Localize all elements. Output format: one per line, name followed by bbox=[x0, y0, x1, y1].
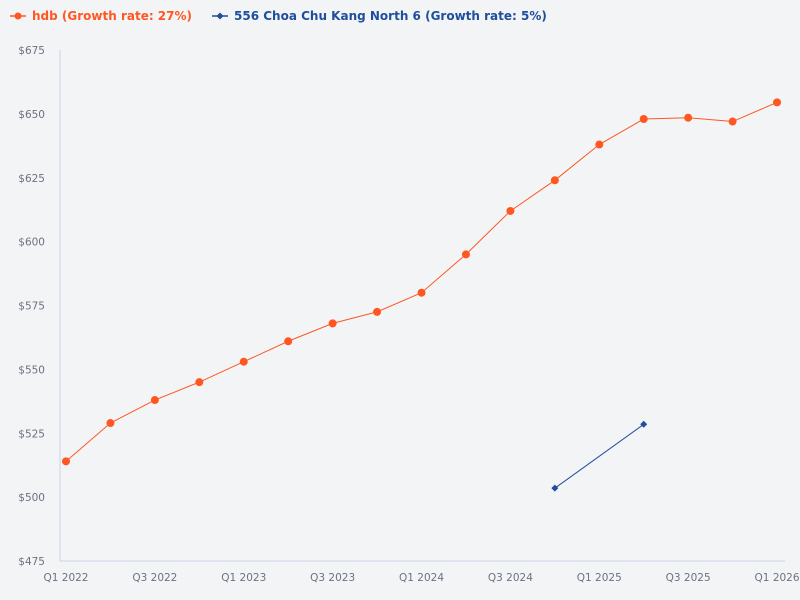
y-tick-label: $550 bbox=[18, 364, 45, 376]
series-0 bbox=[62, 98, 782, 466]
diamond-marker-icon bbox=[212, 12, 229, 20]
x-tick-label: Q1 2024 bbox=[399, 572, 444, 584]
x-tick-label: Q1 2026 bbox=[755, 572, 800, 584]
data-point[interactable] bbox=[684, 113, 693, 122]
data-point[interactable] bbox=[417, 288, 426, 297]
legend-item-hdb[interactable]: hdb (Growth rate: 27%) bbox=[10, 9, 192, 23]
data-point[interactable] bbox=[328, 319, 337, 328]
data-point[interactable] bbox=[239, 357, 248, 366]
data-point[interactable] bbox=[773, 98, 782, 107]
x-tick-label: Q3 2024 bbox=[488, 572, 533, 584]
data-point[interactable] bbox=[595, 140, 604, 149]
data-point[interactable] bbox=[461, 250, 470, 259]
legend-item-block-556[interactable]: 556 Choa Chu Kang North 6 (Growth rate: … bbox=[212, 9, 547, 23]
data-point[interactable] bbox=[373, 307, 382, 316]
series-1 bbox=[551, 420, 648, 492]
y-tick-label: $500 bbox=[18, 492, 45, 504]
data-point[interactable] bbox=[640, 420, 648, 428]
x-tick-label: Q1 2025 bbox=[577, 572, 622, 584]
circle-marker-icon bbox=[10, 12, 26, 20]
x-tick-label: Q1 2022 bbox=[43, 572, 88, 584]
data-point[interactable] bbox=[551, 484, 559, 492]
x-tick-label: Q1 2023 bbox=[221, 572, 266, 584]
data-point[interactable] bbox=[550, 176, 559, 185]
y-axis: $475 $500 $525 $550 $575 $600 $625 $650 $675 bbox=[18, 45, 61, 568]
y-tick-label: $675 bbox=[18, 45, 45, 57]
y-tick-label: $525 bbox=[18, 428, 45, 440]
data-point[interactable] bbox=[506, 206, 515, 215]
legend-label-block-556: 556 Choa Chu Kang North 6 (Growth rate: … bbox=[234, 9, 547, 23]
y-tick-label: $600 bbox=[18, 237, 45, 249]
data-point[interactable] bbox=[150, 396, 159, 405]
series-layer bbox=[62, 98, 782, 492]
legend-label-hdb: hdb (Growth rate: 27%) bbox=[32, 9, 193, 23]
x-tick-label: Q3 2022 bbox=[132, 572, 177, 584]
data-point[interactable] bbox=[195, 378, 204, 387]
y-tick-label: $575 bbox=[18, 301, 45, 313]
data-point[interactable] bbox=[106, 419, 115, 428]
y-tick-label: $650 bbox=[18, 109, 45, 121]
x-tick-label: Q3 2025 bbox=[666, 572, 711, 584]
y-tick-label: $625 bbox=[18, 173, 45, 185]
data-point[interactable] bbox=[728, 117, 737, 126]
x-axis: Q1 2022 Q3 2022 Q1 2023 Q3 2023 Q1 2024 Q3 20… bbox=[43, 560, 800, 584]
chart-legend: hdb (Growth rate: 27%) 556 Choa Chu Kang… bbox=[10, 9, 547, 23]
y-tick-label: $475 bbox=[18, 556, 45, 568]
data-point[interactable] bbox=[639, 114, 648, 123]
data-point[interactable] bbox=[284, 337, 293, 346]
data-point[interactable] bbox=[62, 457, 70, 466]
x-tick-label: Q3 2023 bbox=[310, 572, 355, 584]
